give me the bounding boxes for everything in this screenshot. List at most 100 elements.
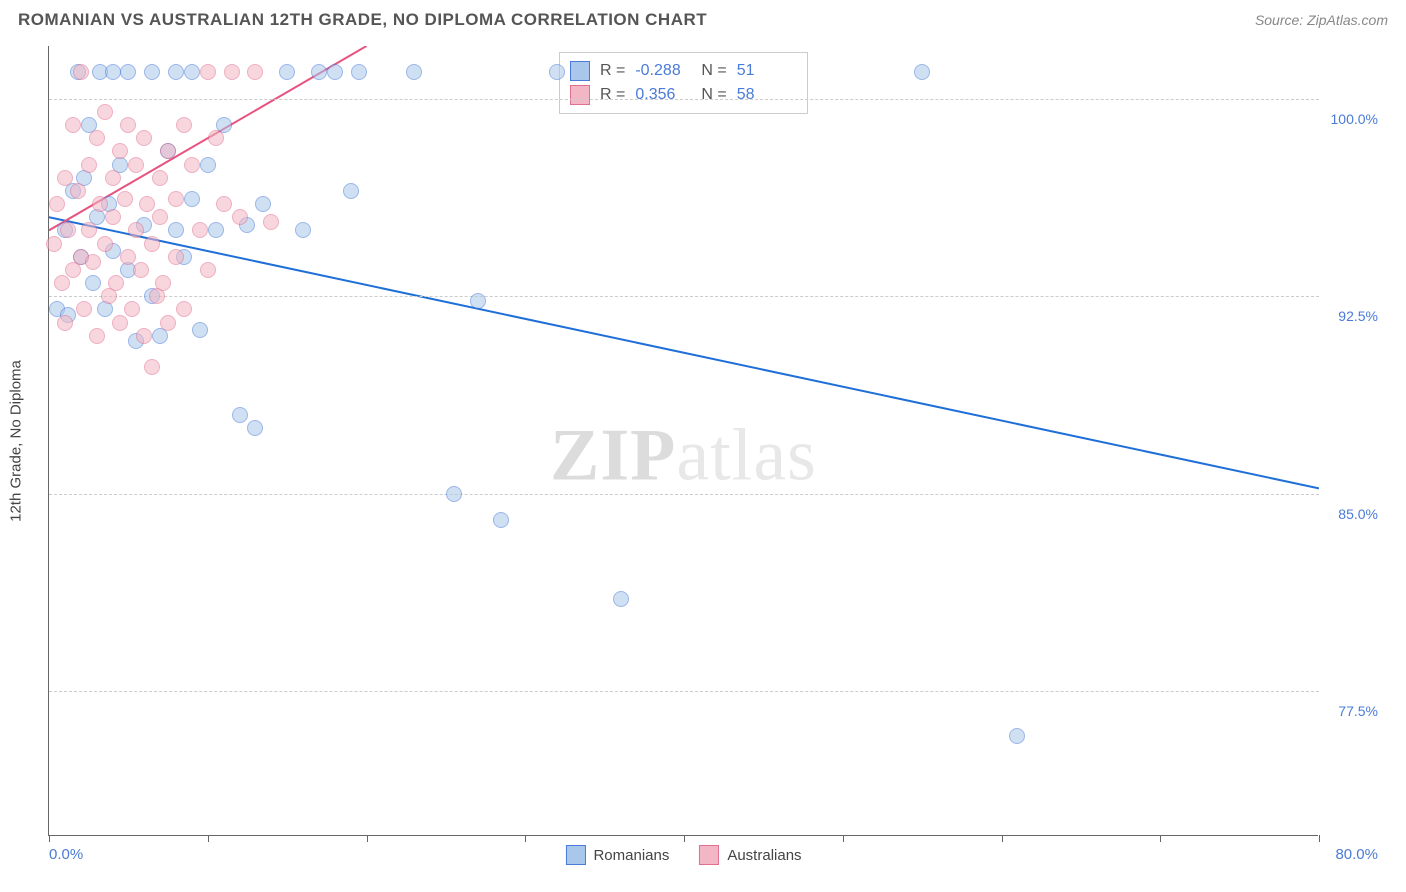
data-point (208, 130, 224, 146)
swatch-icon (565, 845, 585, 865)
data-point (208, 222, 224, 238)
chart-title: ROMANIAN VS AUSTRALIAN 12TH GRADE, NO DI… (18, 10, 707, 30)
data-point (120, 64, 136, 80)
source-label: Source: ZipAtlas.com (1255, 12, 1388, 28)
data-point (70, 183, 86, 199)
data-point (1009, 728, 1025, 744)
data-point (112, 143, 128, 159)
data-point (136, 328, 152, 344)
data-point (247, 420, 263, 436)
watermark-bold: ZIP (550, 415, 676, 497)
data-point (105, 170, 121, 186)
stat-r-label: R = (600, 62, 625, 80)
data-point (92, 196, 108, 212)
data-point (65, 117, 81, 133)
data-point (327, 64, 343, 80)
data-point (46, 236, 62, 252)
title-bar: ROMANIAN VS AUSTRALIAN 12TH GRADE, NO DI… (0, 0, 1406, 38)
data-point (914, 64, 930, 80)
data-point (128, 157, 144, 173)
y-tick-label: 100.0% (1331, 111, 1378, 127)
gridline (49, 99, 1319, 100)
data-point (255, 196, 271, 212)
data-point (247, 64, 263, 80)
data-point (311, 64, 327, 80)
gridline (49, 296, 1319, 297)
y-tick-label: 85.0% (1338, 506, 1378, 522)
x-tick (49, 835, 50, 842)
stat-r-value: 0.356 (635, 86, 691, 104)
stats-row: R = -0.288 N = 51 (570, 59, 793, 83)
x-tick (208, 835, 209, 842)
data-point (176, 117, 192, 133)
data-point (105, 64, 121, 80)
legend-label: Australians (727, 847, 801, 864)
data-point (493, 512, 509, 528)
data-point (192, 222, 208, 238)
x-tick (1319, 835, 1320, 842)
x-tick (525, 835, 526, 842)
swatch-icon (699, 845, 719, 865)
data-point (57, 315, 73, 331)
data-point (232, 407, 248, 423)
data-point (279, 64, 295, 80)
data-point (160, 143, 176, 159)
watermark-rest: atlas (676, 415, 817, 497)
plot-area: ZIPatlas R =-0.288N =51R =0.356N =58 0.0… (48, 46, 1318, 836)
x-axis-max-label: 80.0% (1335, 846, 1378, 863)
data-point (89, 130, 105, 146)
data-point (168, 249, 184, 265)
data-point (49, 196, 65, 212)
data-point (81, 222, 97, 238)
y-tick-label: 92.5% (1338, 308, 1378, 324)
data-point (549, 64, 565, 80)
trend-lines (49, 46, 1319, 836)
data-point (200, 262, 216, 278)
data-point (133, 262, 149, 278)
stats-row: R =0.356N =58 (570, 83, 793, 107)
x-tick (1002, 835, 1003, 842)
data-point (168, 222, 184, 238)
data-point (224, 64, 240, 80)
stat-r-label: R = (600, 86, 625, 104)
data-point (57, 170, 73, 186)
data-point (184, 157, 200, 173)
data-point (232, 209, 248, 225)
data-point (124, 301, 140, 317)
stat-r-value: -0.288 (635, 62, 691, 80)
x-tick (367, 835, 368, 842)
x-tick (684, 835, 685, 842)
legend-label: Romanians (593, 847, 669, 864)
data-point (54, 275, 70, 291)
data-point (144, 236, 160, 252)
stat-n-label: N = (701, 62, 726, 80)
data-point (108, 275, 124, 291)
data-point (263, 214, 279, 230)
stats-box: R =-0.288N =51R =0.356N =58 (559, 52, 808, 114)
data-point (470, 293, 486, 309)
data-point (184, 191, 200, 207)
data-point (97, 236, 113, 252)
data-point (81, 157, 97, 173)
data-point (60, 222, 76, 238)
data-point (168, 191, 184, 207)
data-point (184, 64, 200, 80)
y-axis-title: 12th Grade, No Diploma (8, 360, 25, 522)
data-point (136, 130, 152, 146)
data-point (85, 254, 101, 270)
watermark: ZIPatlas (550, 414, 817, 499)
data-point (176, 301, 192, 317)
legend-item: Romanians (565, 845, 669, 865)
x-tick (1160, 835, 1161, 842)
swatch-icon (570, 85, 590, 105)
gridline (49, 494, 1319, 495)
bottom-legend: Romanians Australians (565, 845, 801, 865)
stat-n-value: 51 (737, 62, 793, 80)
trend-line (49, 217, 1319, 488)
data-point (105, 209, 121, 225)
data-point (73, 64, 89, 80)
data-point (200, 64, 216, 80)
stat-n-value: 58 (737, 86, 793, 104)
data-point (613, 591, 629, 607)
data-point (446, 486, 462, 502)
